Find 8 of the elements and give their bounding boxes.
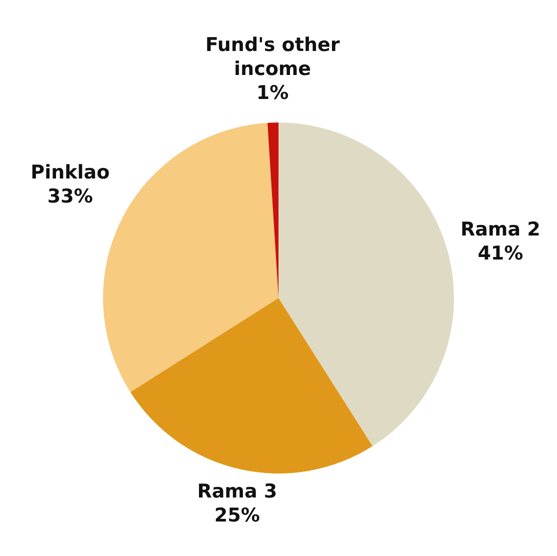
slice-label: Rama 2 <box>460 218 540 241</box>
data-label: 33% <box>47 185 93 208</box>
data-label: 41% <box>478 242 524 265</box>
slice-label: Pinklao <box>30 161 110 184</box>
slice-label: Fund's other income <box>205 34 340 80</box>
data-label: 25% <box>214 504 260 526</box>
slice-label: Rama 3 <box>197 480 278 502</box>
data-label: 1% <box>256 82 289 104</box>
